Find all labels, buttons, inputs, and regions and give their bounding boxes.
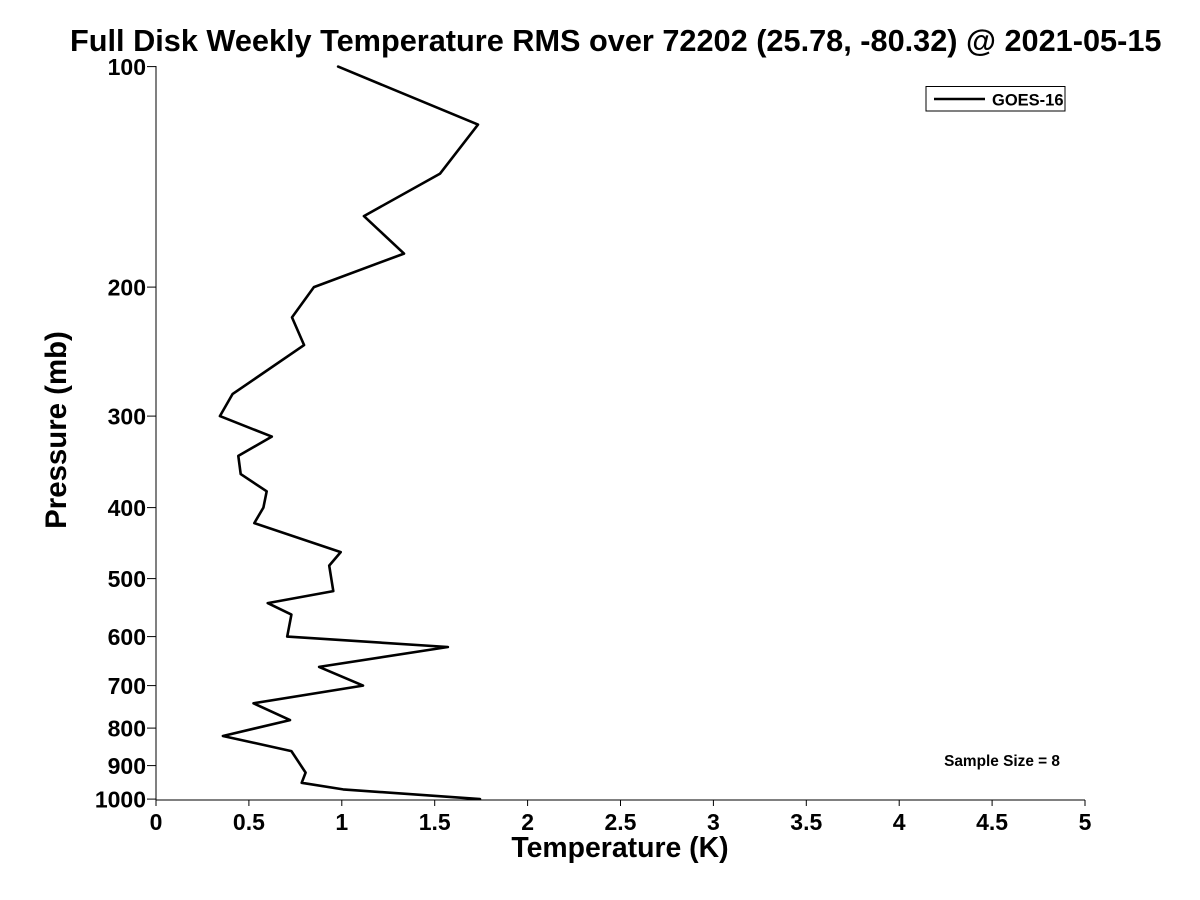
svg-text:4: 4: [893, 809, 906, 835]
svg-text:1.5: 1.5: [419, 809, 451, 835]
svg-text:100: 100: [108, 54, 146, 80]
svg-text:Temperature (K): Temperature (K): [511, 832, 728, 864]
svg-text:400: 400: [108, 495, 146, 521]
svg-text:900: 900: [108, 753, 146, 779]
svg-text:1: 1: [335, 809, 348, 835]
svg-text:300: 300: [108, 404, 146, 430]
svg-text:600: 600: [108, 624, 146, 650]
svg-text:700: 700: [108, 673, 146, 699]
svg-text:Sample Size = 8: Sample Size = 8: [944, 753, 1060, 770]
svg-text:200: 200: [108, 275, 146, 301]
svg-text:Full Disk Weekly Temperature R: Full Disk Weekly Temperature RMS over 72…: [70, 23, 1161, 58]
svg-text:1000: 1000: [95, 787, 146, 813]
svg-text:0.5: 0.5: [233, 809, 265, 835]
svg-text:0: 0: [150, 809, 163, 835]
svg-text:800: 800: [108, 716, 146, 742]
svg-text:3.5: 3.5: [790, 809, 822, 835]
svg-text:4.5: 4.5: [976, 809, 1008, 835]
svg-text:5: 5: [1079, 809, 1092, 835]
svg-text:Pressure (mb): Pressure (mb): [40, 331, 73, 529]
svg-text:GOES-16: GOES-16: [992, 92, 1064, 110]
svg-text:500: 500: [108, 566, 146, 592]
